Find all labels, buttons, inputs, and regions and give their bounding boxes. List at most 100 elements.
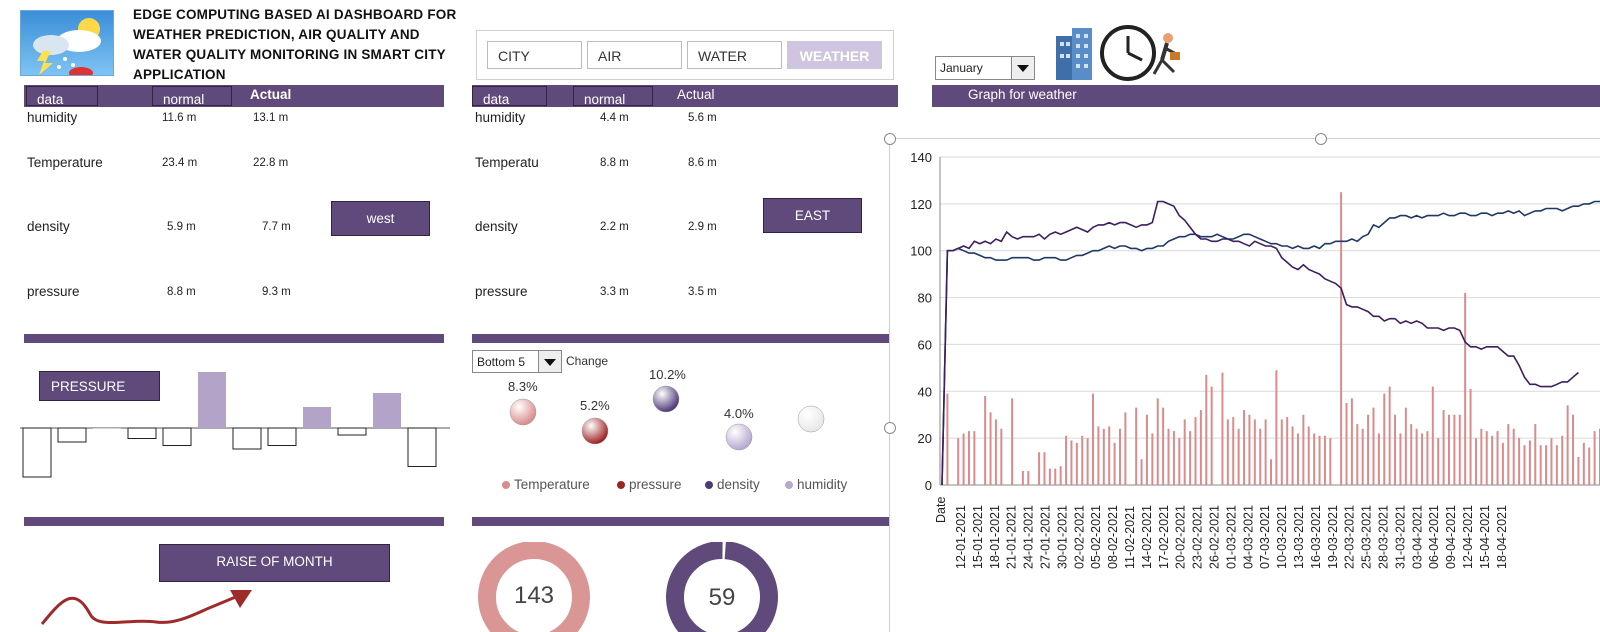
data-bar	[1410, 424, 1413, 485]
west-row-label: density	[27, 219, 70, 234]
pressure-bar	[267, 427, 297, 446]
nav-weather-button[interactable]: WEATHER	[787, 41, 882, 69]
x-tick-label: 27-01-2021	[1039, 505, 1053, 569]
data-bar	[1431, 386, 1434, 485]
west-row-actual: 7.7 m	[262, 221, 291, 233]
data-bar	[957, 438, 960, 485]
data-bar	[1038, 452, 1041, 485]
data-bar	[1156, 398, 1159, 485]
building-icon	[1056, 28, 1092, 80]
data-bar	[946, 393, 949, 485]
y-tick-label: 120	[910, 197, 932, 212]
weather-line-chart: 0 20 40 60 80 100 120 140 Date 12-01-2021 15-01-20…	[910, 150, 1600, 569]
data-bar	[1356, 424, 1359, 485]
bottom5-select[interactable]: Bottom 5	[472, 350, 562, 373]
data-bar	[1075, 442, 1078, 485]
west-row-actual: 9.3 m	[262, 286, 291, 298]
resize-handle[interactable]	[1315, 133, 1327, 145]
bubble-label: 10.2%	[649, 367, 686, 382]
runner-icon	[1152, 33, 1180, 75]
data-bar	[1070, 440, 1073, 485]
change-label: Change	[566, 354, 609, 368]
data-bar	[967, 431, 970, 485]
resize-handle[interactable]	[884, 422, 896, 434]
section-divider	[472, 517, 890, 526]
x-axis-label: Date	[934, 497, 948, 523]
legend-item: pressure	[617, 477, 682, 492]
data-bar	[989, 412, 992, 485]
data-bar	[1248, 414, 1251, 485]
data-bar	[1145, 414, 1148, 485]
series-line	[941, 200, 1579, 486]
y-tick-label: 40	[918, 384, 932, 399]
bubble-label: 8.3%	[508, 379, 538, 394]
nav-bar: CITY AIR WATER WEATHER	[476, 30, 894, 80]
bubble	[581, 417, 609, 445]
x-tick-label: 15-04-2021	[1478, 505, 1492, 569]
pressure-bar	[93, 428, 121, 429]
bubble	[797, 405, 825, 433]
x-tick-label: 18-04-2021	[1495, 505, 1509, 569]
east-button[interactable]: EAST	[763, 198, 862, 233]
raise-of-month-button[interactable]: RAISE OF MONTH	[159, 544, 390, 582]
chevron-down-icon[interactable]	[538, 351, 561, 372]
data-bar	[1205, 374, 1208, 485]
data-bar	[1367, 414, 1370, 485]
data-bar	[1318, 435, 1321, 485]
data-bar	[1377, 433, 1380, 485]
data-bar	[1021, 470, 1024, 485]
data-bar	[1421, 433, 1424, 485]
graph-header-title: Graph for weather	[968, 87, 1077, 102]
data-bar	[1313, 433, 1316, 485]
data-bar	[1243, 410, 1246, 485]
data-bar	[1140, 459, 1143, 485]
nav-city-button[interactable]: CITY	[487, 41, 582, 69]
y-tick-label: 20	[918, 431, 932, 446]
west-row-label: pressure	[27, 284, 80, 299]
x-tick-label: 13-03-2021	[1292, 505, 1306, 569]
y-tick-label: 140	[910, 150, 932, 165]
data-bar	[1496, 431, 1499, 485]
data-bar	[1501, 442, 1504, 485]
data-bar	[1253, 419, 1256, 485]
pressure-bar	[407, 427, 437, 467]
donut-chart-2	[666, 542, 778, 632]
chart-selection-frame	[889, 138, 1600, 632]
east-table-header: data normal Actual	[472, 85, 898, 107]
section-divider	[24, 517, 444, 526]
data-bar	[1226, 419, 1229, 485]
data-bar	[1000, 428, 1003, 485]
data-bar	[1485, 431, 1488, 485]
bubble	[652, 385, 680, 413]
nav-air-button[interactable]: AIR	[587, 41, 682, 69]
pressure-button[interactable]: PRESSURE	[39, 371, 160, 401]
data-bar	[1210, 386, 1213, 485]
pressure-bar	[162, 427, 192, 446]
data-bar	[1480, 428, 1483, 485]
chevron-down-icon[interactable]	[1011, 57, 1034, 79]
west-button[interactable]: west	[331, 201, 430, 236]
x-tick-label: 21-01-2021	[1005, 505, 1019, 569]
nav-water-button[interactable]: WATER	[687, 41, 782, 69]
month-select[interactable]: January	[935, 56, 1035, 80]
east-col-normal: normal	[573, 86, 653, 107]
donut-chart-1	[478, 542, 590, 632]
trend-arrow-icon	[40, 590, 252, 625]
data-bar	[1102, 428, 1105, 485]
data-bar	[1275, 370, 1278, 485]
data-bar	[1264, 419, 1267, 485]
donut-value-2: 59	[708, 584, 736, 611]
east-col-actual: Actual	[677, 87, 715, 102]
resize-handle[interactable]	[884, 133, 896, 145]
x-tick-label: 17-02-2021	[1157, 505, 1171, 569]
data-bar	[1550, 438, 1553, 485]
x-tick-label: 19-03-2021	[1326, 505, 1340, 569]
data-bar	[973, 431, 976, 485]
data-bar	[1194, 417, 1197, 485]
east-row-actual: 8.6 m	[688, 157, 717, 169]
x-tick-label: 12-01-2021	[954, 505, 968, 569]
data-bar	[1291, 426, 1294, 485]
data-bar	[1588, 447, 1591, 485]
x-tick-label: 25-03-2021	[1360, 505, 1374, 569]
west-row-normal: 8.8 m	[167, 286, 196, 298]
